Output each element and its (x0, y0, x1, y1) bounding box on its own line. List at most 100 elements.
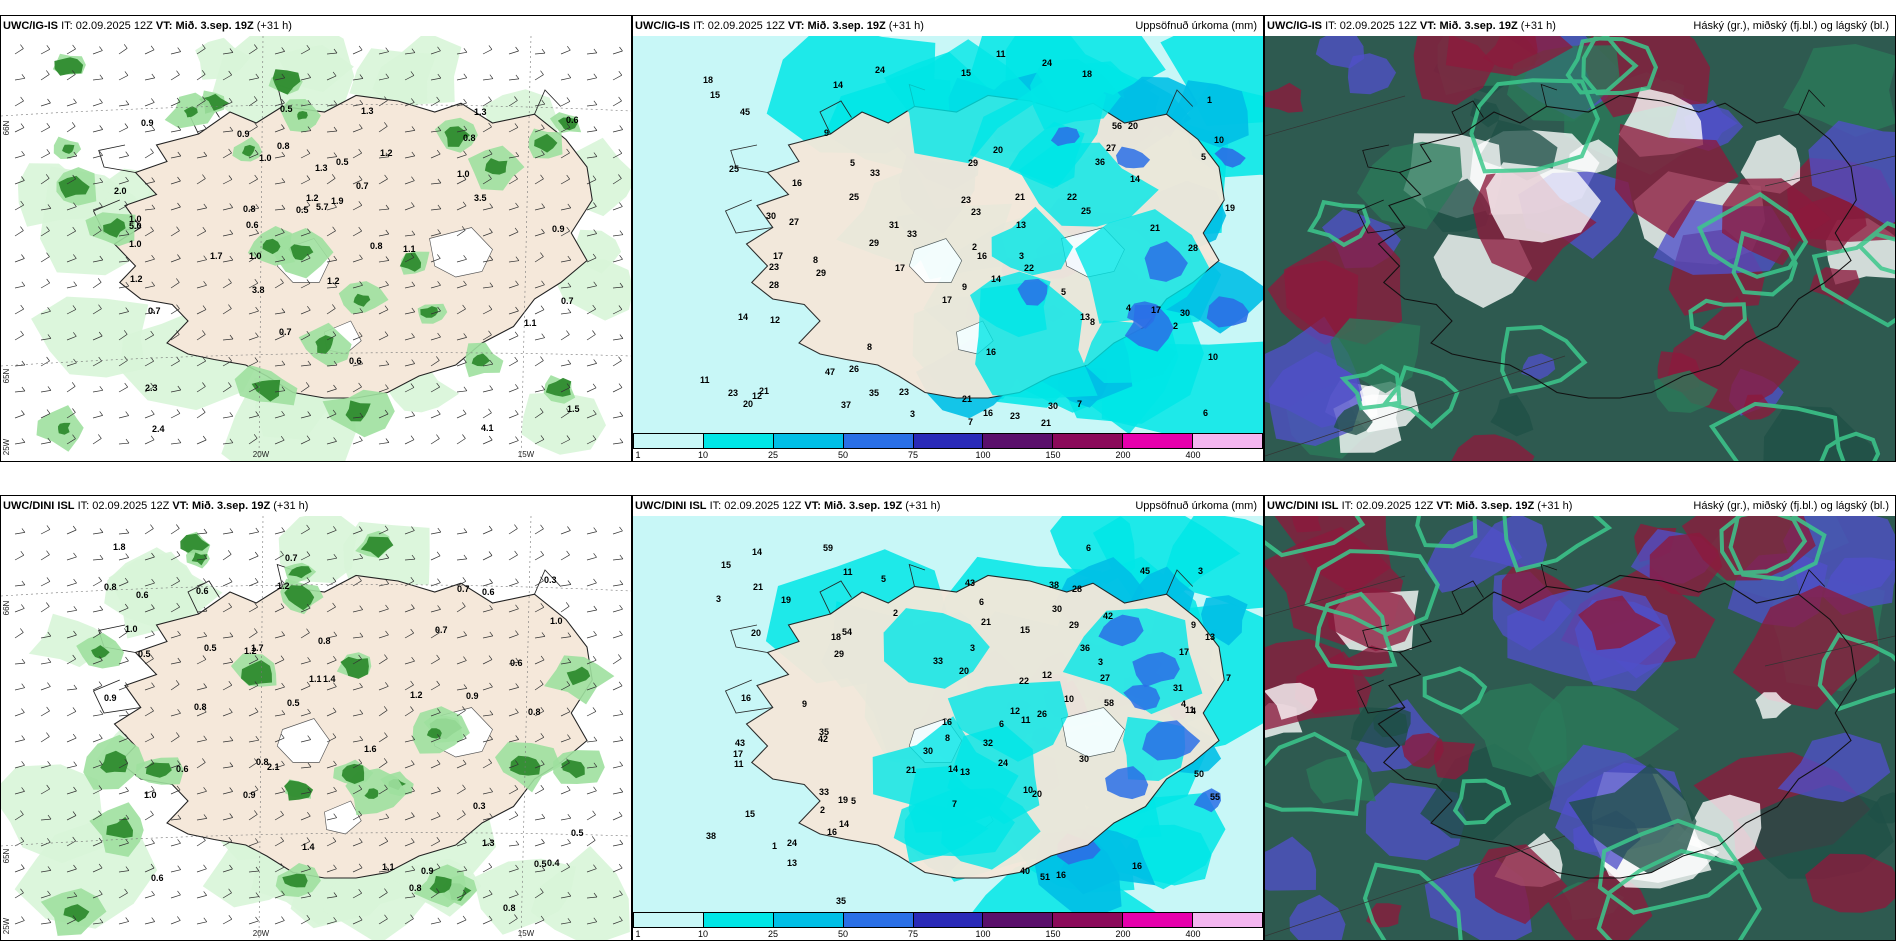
wind-barb-flag (99, 656, 103, 661)
map-canvas[interactable]: 1115237843328192022233736292321172324161… (633, 36, 1263, 461)
wind-barb (40, 74, 50, 81)
colorbar-labels: 1 10 25 50 75 100 150 200 400 (633, 929, 1263, 940)
wind-barb-flag (411, 526, 415, 531)
accum-value-label: 25 (849, 192, 859, 202)
wind-barb (456, 308, 466, 315)
wind-barb-flag (72, 226, 76, 232)
wind-barb (430, 582, 441, 587)
wind-barb (300, 815, 311, 821)
wind-barb-flag (618, 654, 622, 659)
wind-barb (482, 232, 493, 237)
graticule-tick-label: 15W (518, 929, 535, 938)
map-canvas[interactable] (1265, 36, 1895, 461)
wind-barb (300, 841, 311, 847)
wind-barb-flag (539, 408, 544, 413)
wind-barb (14, 77, 25, 81)
wind-barb (326, 764, 337, 769)
wind-barb-flag (254, 357, 259, 362)
accum-value-label: 16 (1056, 870, 1066, 880)
precip-rate-label: 5.7 (316, 202, 329, 212)
wind-barb (118, 234, 129, 237)
wind-barb (586, 363, 597, 367)
wind-barb (612, 415, 623, 419)
cloud-layer (1567, 139, 1620, 173)
high-cloud-edge (1819, 431, 1881, 461)
accum-values: 9863411117914141618353817151221212920161… (706, 543, 1231, 906)
accum-value-label: 17 (1179, 647, 1189, 657)
wind-barb (326, 230, 336, 237)
precip-rate-label: 0.9 (243, 790, 256, 800)
precip-cores (36, 53, 582, 452)
wind-barb (274, 764, 285, 769)
wind-barb-flag (619, 230, 624, 235)
wind-barb (274, 894, 285, 899)
high-cloud-contours (1265, 516, 1895, 940)
wind-barb (274, 737, 285, 743)
wind-barb-flag (254, 655, 259, 660)
wind-barb (300, 555, 311, 561)
wind-barb (118, 790, 129, 795)
wind-barb-flag (567, 359, 572, 365)
wind-barb (534, 256, 544, 263)
wind-barb (144, 181, 155, 185)
accum-value-label: 27 (1106, 143, 1116, 153)
wind-barb-flag (150, 148, 154, 153)
wind-barb-flag (410, 383, 415, 388)
wind-barb (456, 842, 467, 847)
wind-barb-flag (202, 435, 207, 441)
wind-barb-flag (488, 525, 493, 531)
wind-barb (14, 814, 24, 821)
colorbar-tick-label: 10 (697, 450, 708, 460)
accum-value-label: 21 (962, 394, 972, 404)
wind-barb-flag (254, 551, 259, 557)
wind-barb-flag (150, 706, 154, 712)
wind-barb (404, 387, 415, 393)
wind-barb (300, 868, 311, 873)
accum-value-label: 21 (1150, 223, 1160, 233)
accum-value-label: 36 (1095, 157, 1105, 167)
wind-barb-flag (385, 229, 390, 235)
precip-rate-label: 1.7 (210, 251, 223, 261)
accum-value-label: 18 (831, 632, 841, 642)
map-canvas[interactable]: 9863411117914141618353817151221212920161… (633, 516, 1263, 940)
wind-barb-flag (73, 254, 77, 259)
wind-barb-flag (254, 122, 258, 127)
wind-barb (196, 334, 206, 341)
wind-barb-flag (515, 202, 519, 208)
colorbar-swatches (633, 433, 1263, 449)
valid-label: VT: (804, 500, 821, 512)
wind-barb-flag (462, 706, 466, 711)
wind-barb-flag (411, 735, 415, 740)
accum-colorbar: 1 10 25 50 75 100 150 200 400 (633, 433, 1263, 461)
wind-barb-flag (46, 706, 50, 712)
parallel-66n (1, 584, 631, 597)
wind-barb-flag (593, 100, 598, 106)
wind-barb (430, 50, 441, 55)
wind-barb-flag (541, 203, 545, 208)
precip-rate-label: 0.9 (421, 866, 434, 876)
wind-barb-flag (593, 229, 597, 234)
accum-value-label: 37 (841, 400, 851, 410)
wind-barb (14, 739, 25, 743)
wind-barb-flag (229, 657, 234, 663)
wind-barb (378, 762, 388, 769)
wind-barb-flag (150, 524, 154, 529)
wind-barb (378, 710, 388, 717)
wind-barb-flag (359, 682, 363, 688)
wind-barb (118, 842, 129, 847)
map-canvas[interactable] (1265, 516, 1895, 940)
accum-value-label: 47 (825, 367, 835, 377)
wind-barb-flag (333, 384, 337, 390)
wind-barb-flag (515, 280, 519, 286)
wind-barb (534, 309, 545, 315)
wind-barb-flag (21, 360, 26, 366)
wind-barb (300, 415, 311, 419)
wind-barb-flag (72, 707, 77, 712)
high-cloud-edge (1265, 516, 1366, 558)
wind-barb-flag (359, 553, 364, 559)
wind-barb-flag (436, 654, 440, 660)
map-panel-bot-right: UWC/DINI ISL IT: 02.09.2025 12Z VT: Mið.… (1264, 495, 1896, 941)
wind-barb-flag (567, 580, 572, 585)
